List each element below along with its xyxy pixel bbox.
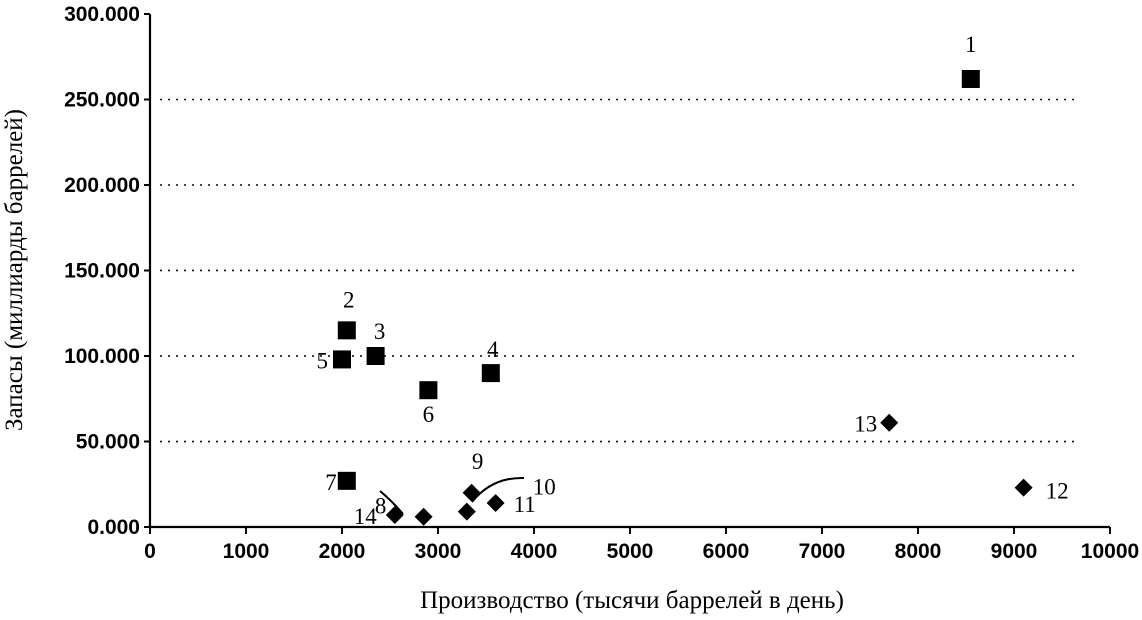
data-point-2 [337,321,356,340]
data-point-8 [414,507,433,526]
data-label-14: 14 [354,504,378,529]
data-label-8: 8 [375,494,387,519]
x-tick-label-10000: 10000 [1081,540,1139,563]
y-tick-label-0: 0.000 [87,516,140,539]
x-tick-label-9000: 9000 [991,540,1038,563]
data-point-12 [1014,478,1033,497]
data-label-13: 13 [854,412,877,437]
data-label-11: 11 [514,492,536,517]
pointer-line-8 [379,490,404,515]
x-tick-label-1000: 1000 [223,540,270,563]
y-axis-title: Запасы (миллиарды баррелей) [1,109,28,431]
data-label-4: 4 [487,337,499,362]
data-label-12: 12 [1046,479,1069,504]
x-tick-label-0: 0 [144,540,156,563]
x-tick-label-6000: 6000 [703,540,750,563]
data-point-14 [385,506,404,525]
x-tick-label-8000: 8000 [895,540,942,563]
data-label-6: 6 [423,402,435,427]
x-tick-label-2000: 2000 [319,540,366,563]
data-label-5: 5 [317,348,329,373]
axes [148,14,1110,529]
y-tick-label-300: 300.000 [64,3,140,26]
y-tick-label-200: 200.000 [64,174,140,197]
data-label-2: 2 [343,287,355,312]
data-point-13 [880,413,899,432]
y-tick-label-250: 250.000 [64,89,140,112]
data-point-9 [462,483,481,502]
x-tick-label-7000: 7000 [799,540,846,563]
gridlines [160,98,1080,443]
ticks: 0.000 50.000 100.000 150.000 200.000 250.000 3… [64,3,1139,563]
data-point-3 [366,347,385,365]
data-points [333,69,1033,526]
data-label-9: 9 [472,449,484,474]
data-point-5 [333,350,351,369]
x-tick-label-5000: 5000 [607,540,654,563]
y-tick-label-100: 100.000 [64,345,140,368]
data-point-7 [337,471,356,490]
data-label-3: 3 [374,319,386,344]
data-point-1 [961,69,980,88]
pointer-line-10 [471,476,525,503]
data-label-7: 7 [325,470,337,495]
data-label-10: 10 [533,475,556,500]
data-point-11 [486,494,505,513]
y-tick-label-50: 50.000 [76,431,140,454]
x-tick-label-3000: 3000 [415,540,462,563]
annotations [379,476,525,515]
data-label-1: 1 [965,32,977,57]
x-tick-label-4000: 4000 [511,540,558,563]
data-point-10 [457,502,476,521]
y-tick-label-150: 150.000 [64,260,140,283]
data-point-6 [419,381,438,400]
x-axis-title: Производство (тысячи баррелей в день) [420,587,844,614]
data-point-4 [481,364,500,383]
